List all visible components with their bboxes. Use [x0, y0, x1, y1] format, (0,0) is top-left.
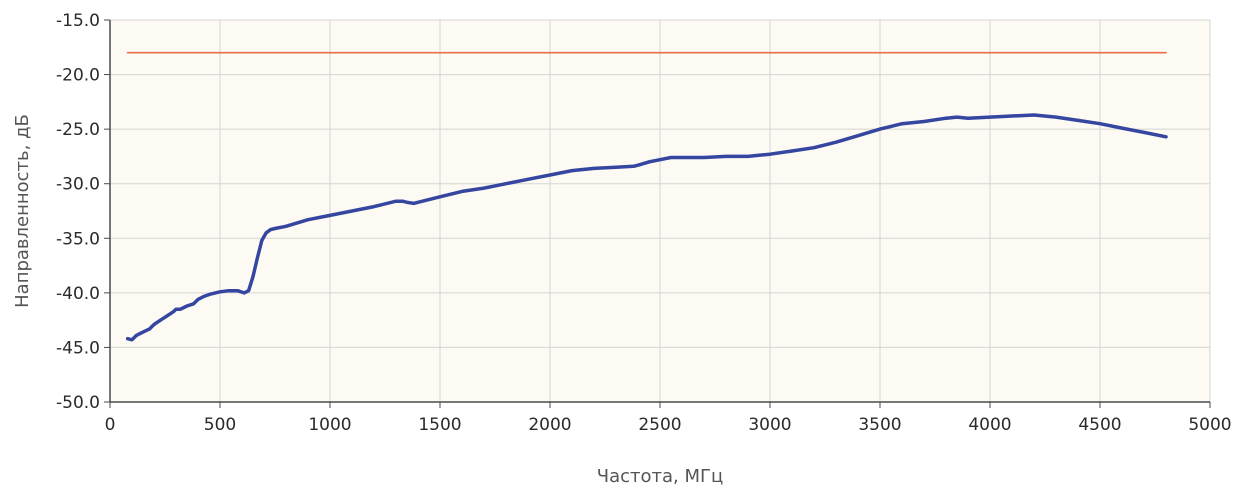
grid-horizontal	[104, 19, 1210, 403]
x-tick-label: 4000	[968, 415, 1011, 435]
y-tick-label: -45.0	[56, 338, 100, 358]
measured-line	[125, 113, 1168, 342]
x-tick-label: 3000	[748, 415, 791, 435]
x-tick-label: 500	[204, 415, 236, 435]
x-tick-label: 0	[105, 415, 116, 435]
y-tick-label: -20.0	[56, 66, 100, 86]
y-tick-label: -40.0	[56, 284, 100, 304]
x-axis-title: Частота, МГц	[597, 466, 723, 487]
x-tick-label: 2500	[638, 415, 681, 435]
y-axis-title: Направленность, дБ	[12, 114, 33, 308]
y-tick-label: -30.0	[56, 175, 100, 195]
x-tick-label: 1500	[418, 415, 461, 435]
axes	[109, 20, 1210, 403]
x-tick-label: 1000	[308, 415, 351, 435]
x-tick-label: 4500	[1078, 415, 1121, 435]
y-tick-label: -25.0	[56, 120, 100, 140]
x-tick-label: 2000	[528, 415, 571, 435]
x-tick-label: 3500	[858, 415, 901, 435]
x-tick-label: 5000	[1188, 415, 1231, 435]
grid-vertical	[109, 20, 1211, 408]
y-tick-labels: -15.0 -20.0 -25.0 -30.0 -35.0 -40.0 -45.0 -50.0	[56, 11, 100, 413]
y-tick-label: -35.0	[56, 229, 100, 249]
y-tick-label: -50.0	[56, 393, 100, 413]
x-tick-labels: 0 500 1000 1500 2000 2500 3000 3500 4000 4500 5000	[105, 415, 1232, 435]
y-tick-label: -15.0	[56, 11, 100, 31]
series-layer	[125, 51, 1168, 342]
